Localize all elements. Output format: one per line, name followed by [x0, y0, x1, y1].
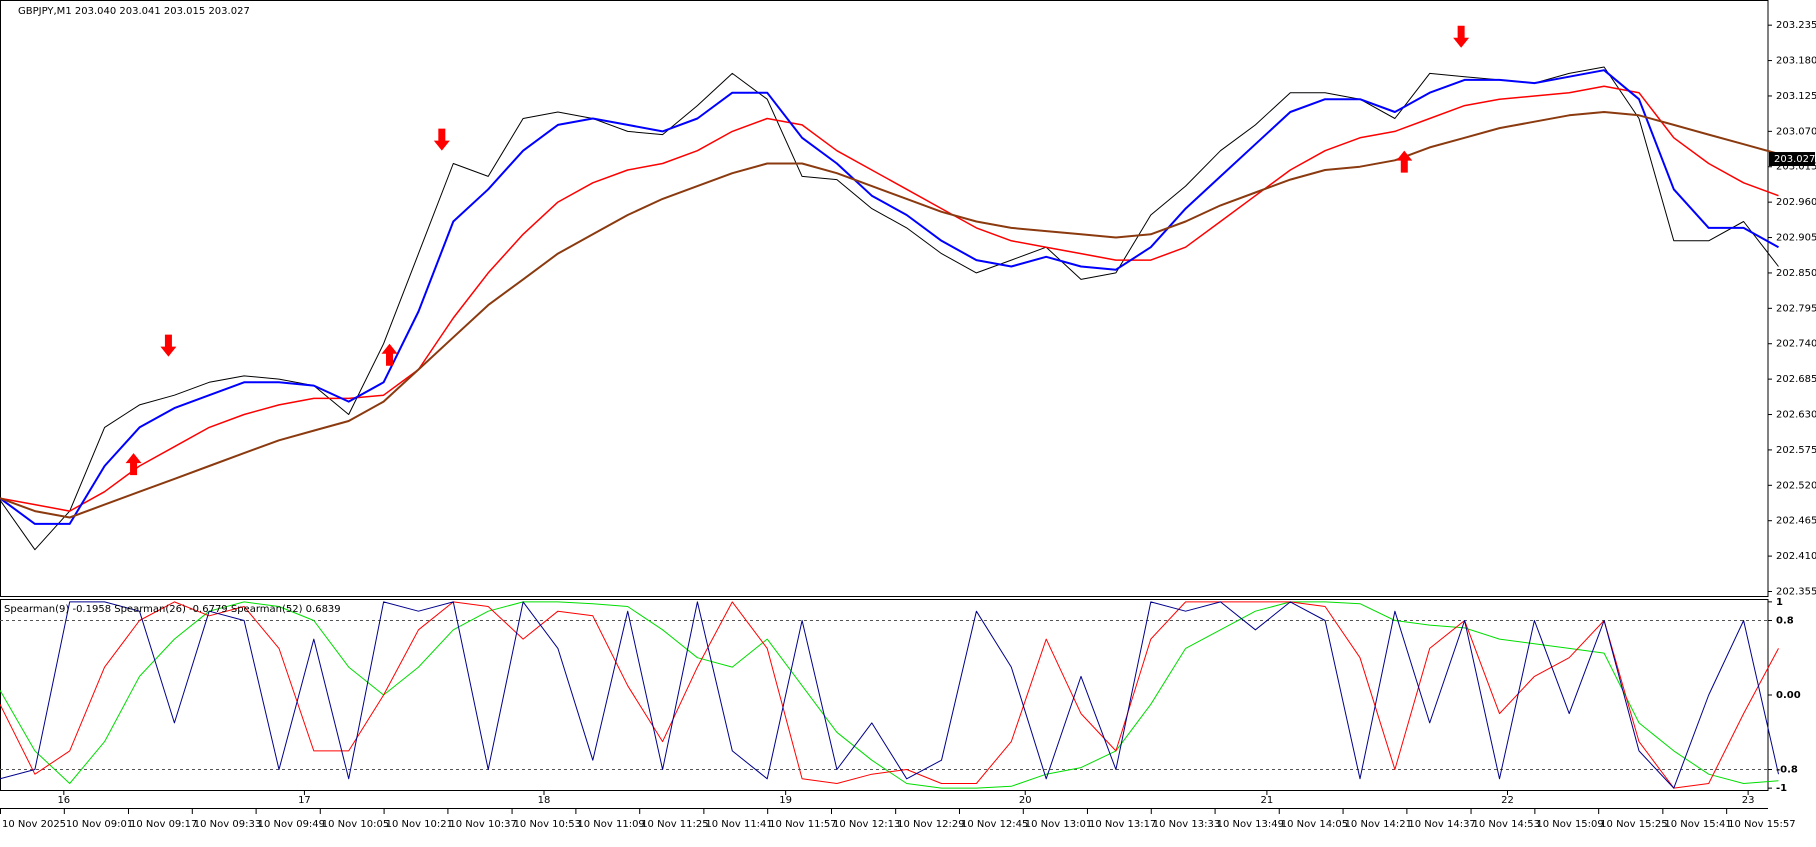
series-line [0, 601, 1779, 789]
x-tick-label: 10 Nov 13:33 [1153, 819, 1220, 830]
y-tick-label: 202.520 [1776, 480, 1816, 491]
y-tick-label: 202.905 [1776, 233, 1816, 244]
series-line [0, 69, 1779, 525]
x-tick-label: 10 Nov 15:09 [1536, 819, 1603, 830]
y-tick-label: 0.00 [1776, 690, 1801, 701]
series-line [0, 111, 1779, 519]
panel-title: GBPJPY,M1 203.040 203.041 203.015 203.02… [18, 6, 250, 17]
y-tick-label: 202.850 [1776, 268, 1816, 279]
x-tick-label: 10 Nov 11:09 [577, 819, 644, 830]
y-tick-label: -0.8 [1776, 765, 1798, 776]
x-tick-label: 10 Nov 14:21 [1345, 819, 1412, 830]
x-tick-label: 10 Nov 12:29 [897, 819, 964, 830]
price-panel-frame [0, 0, 1769, 597]
x-tick-label: 10 Nov 14:05 [1281, 819, 1348, 830]
x-tick-label: 10 Nov 10:37 [449, 819, 516, 830]
x-tick-label: 10 Nov 11:57 [769, 819, 836, 830]
signal-arrow [1396, 150, 1413, 173]
x-tick-label: 10 Nov 09:33 [194, 819, 261, 830]
x-tick-label: 10 Nov 2025 [2, 819, 66, 830]
x-tick-label: 10 Nov 11:41 [705, 819, 772, 830]
signal-arrow [160, 334, 177, 357]
day-tick-label: 17 [298, 795, 311, 806]
x-tick-label: 10 Nov 09:17 [130, 819, 197, 830]
x-tick-label: 10 Nov 13:01 [1025, 819, 1092, 830]
y-tick-label: 203.125 [1776, 91, 1816, 102]
y-tick-label: 203.235 [1776, 20, 1816, 31]
x-tick-label: 10 Nov 14:53 [1473, 819, 1540, 830]
x-tick-label: 10 Nov 11:25 [641, 819, 708, 830]
day-tick-label: 23 [1742, 795, 1755, 806]
last-price-box [1769, 152, 1815, 167]
y-tick-label: 202.740 [1776, 339, 1816, 350]
day-tick-label: 19 [779, 795, 792, 806]
day-tick-label: 16 [57, 795, 70, 806]
x-tick-label: 10 Nov 12:45 [961, 819, 1028, 830]
series-line [0, 66, 1779, 551]
x-tick-label: 10 Nov 13:49 [1217, 819, 1284, 830]
y-tick-label: 203.180 [1776, 56, 1816, 67]
x-tick-label: 10 Nov 10:53 [514, 819, 581, 830]
signal-arrow [381, 343, 398, 366]
y-tick-label: 202.685 [1776, 374, 1816, 385]
x-tick-label: 10 Nov 10:05 [322, 819, 389, 830]
panel-title: Spearman(9) -0.1958 Spearman(26) -0.6779… [4, 604, 341, 615]
last-price-label: 203.027 [1774, 154, 1815, 165]
y-tick-label: 202.575 [1776, 445, 1816, 456]
y-tick-label: 202.630 [1776, 410, 1816, 421]
y-tick-label: 203.015 [1776, 162, 1816, 173]
series-line [0, 85, 1779, 512]
day-tick-label: 20 [1019, 795, 1032, 806]
x-tick-label: 10 Nov 13:17 [1089, 819, 1156, 830]
x-tick-label: 10 Nov 09:01 [66, 819, 133, 830]
signal-arrow [125, 453, 142, 476]
x-tick-label: 10 Nov 15:41 [1664, 819, 1731, 830]
signal-arrow [433, 128, 450, 151]
x-tick-label: 10 Nov 10:21 [386, 819, 453, 830]
day-tick-label: 18 [538, 795, 551, 806]
y-tick-label: 202.410 [1776, 551, 1816, 562]
x-tick-label: 10 Nov 12:13 [833, 819, 900, 830]
y-tick-label: 1 [1776, 597, 1783, 608]
signal-arrow [1453, 25, 1470, 48]
x-tick-label: 10 Nov 15:57 [1728, 819, 1795, 830]
y-tick-label: 202.960 [1776, 197, 1816, 208]
y-tick-label: 0.8 [1776, 615, 1794, 626]
y-tick-label: 202.465 [1776, 516, 1816, 527]
y-tick-label: 203.070 [1776, 126, 1816, 137]
y-tick-label: -1 [1776, 783, 1787, 794]
y-tick-label: 202.795 [1776, 303, 1816, 314]
day-tick-label: 22 [1501, 795, 1514, 806]
y-tick-label: 202.355 [1776, 586, 1816, 597]
x-tick-label: 10 Nov 15:25 [1600, 819, 1667, 830]
x-tick-label: 10 Nov 14:37 [1408, 819, 1475, 830]
day-tick-label: 21 [1261, 795, 1274, 806]
series-line [0, 601, 1779, 789]
x-tick-label: 10 Nov 09:49 [258, 819, 325, 830]
